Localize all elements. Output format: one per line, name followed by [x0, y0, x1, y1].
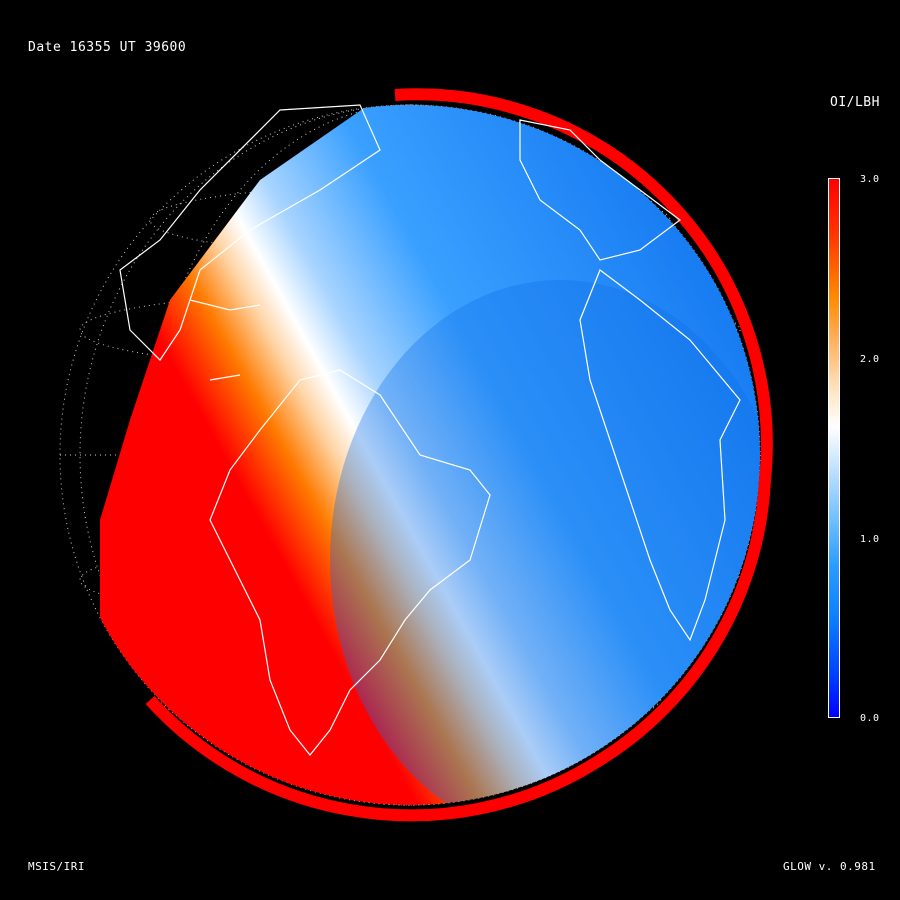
emission-field [100, 105, 760, 805]
colorbar [828, 178, 840, 718]
colorbar-tick-2: 2.0 [860, 354, 880, 365]
coastlines [119, 104, 741, 756]
colorbar-tick-3: 3.0 [860, 174, 880, 185]
colorbar-title: OI/LBH [830, 95, 880, 110]
version-label: GLOW v. 0.981 [783, 860, 876, 873]
colorbar-tick-1: 1.0 [860, 534, 880, 545]
date-ut-label: Date 16355 UT 39600 [28, 40, 187, 55]
limb-ring [145, 88, 773, 822]
model-label: MSIS/IRI [28, 860, 85, 873]
colorbar-tick-0: 0.0 [860, 713, 880, 724]
